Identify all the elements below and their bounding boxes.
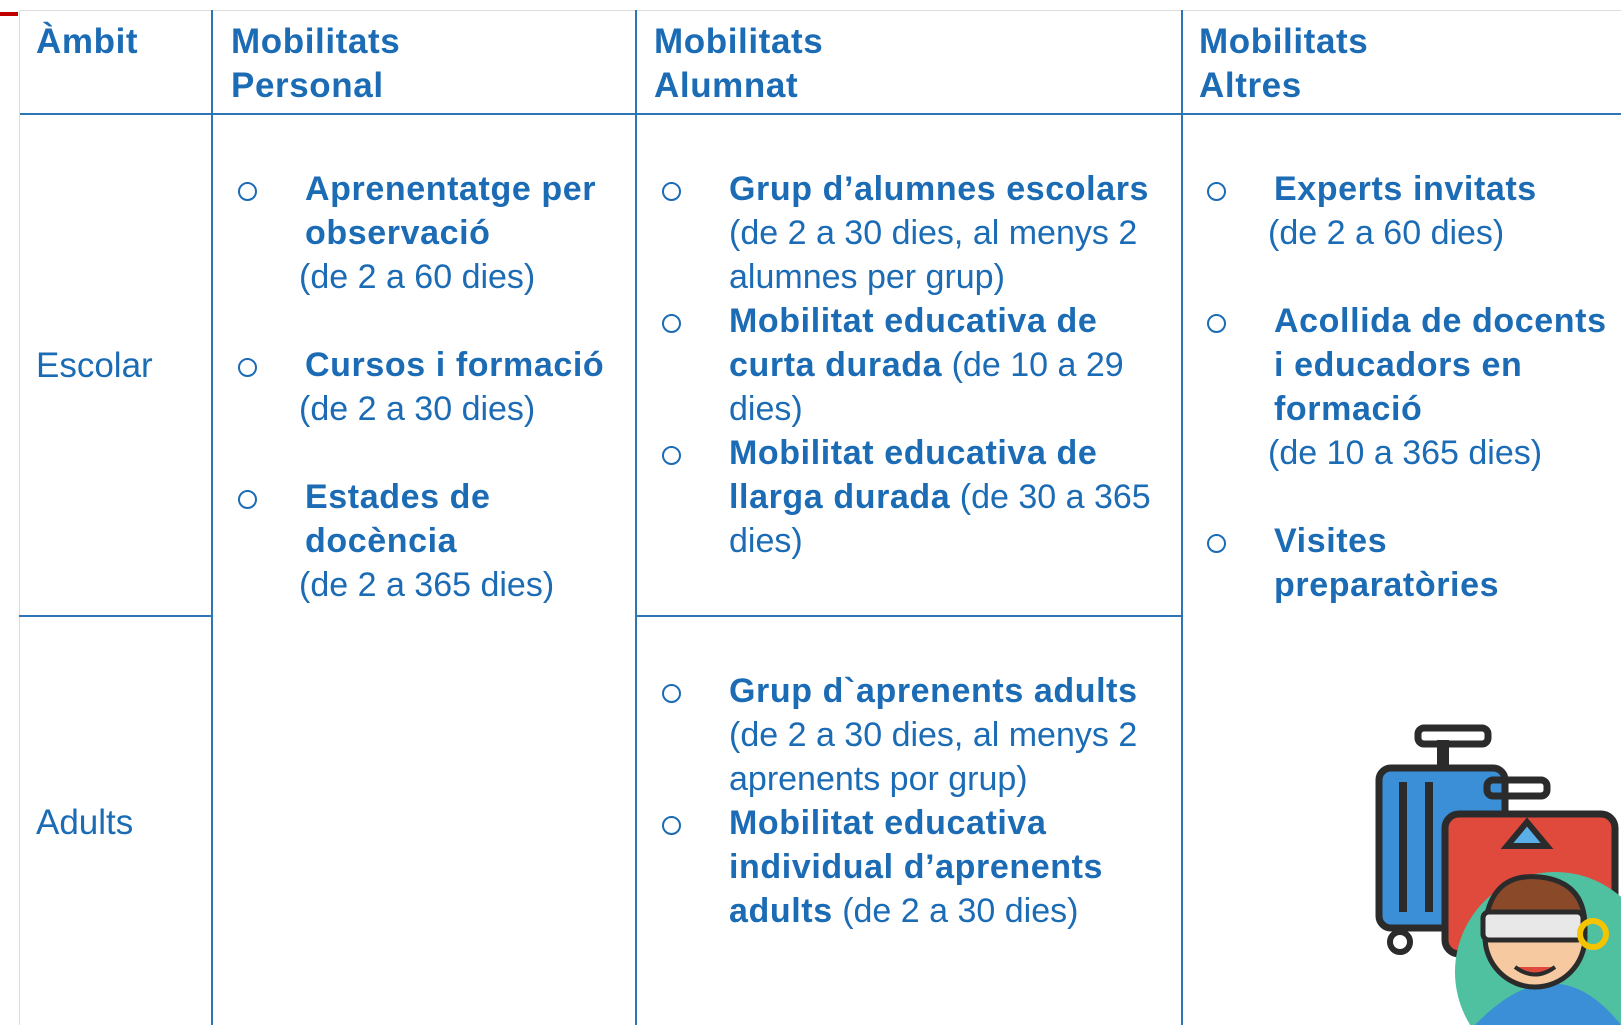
list-item: Mobilitat educativa de llarga durada (de… — [656, 431, 1166, 563]
header-border — [19, 113, 1621, 115]
header-text: Altres — [1199, 66, 1302, 105]
row-line — [636, 615, 1182, 617]
header-cell: Mobilitats Altres — [1199, 20, 1368, 108]
item-title: Mobilitat educativa de llarga durada — [729, 434, 1098, 516]
item-detail: (de 2 a 365 dies) — [299, 566, 555, 604]
col-line — [635, 10, 637, 1025]
item-title: Visites preparatòries — [1274, 522, 1500, 604]
list-item: Cursos i formació (de 2 a 30 dies) — [232, 343, 622, 431]
header-text: Àmbit — [36, 22, 139, 61]
item-title: Acollida de docents i educadors en forma… — [1274, 302, 1607, 428]
item-detail: (de 10 a 29 dies) — [729, 346, 1124, 428]
item-title: Grup d’alumnes escolars — [729, 170, 1150, 208]
col-line — [211, 10, 213, 1025]
header-cell: Àmbit — [36, 20, 138, 64]
row-label: Adults — [36, 803, 134, 842]
row-label: Escolar — [36, 346, 153, 385]
travel-icon — [1375, 724, 1621, 1025]
list: Aprenentatge per observació (de 2 a 60 d… — [232, 167, 622, 651]
list-item: Estades de docència (de 2 a 365 dies) — [232, 475, 622, 607]
left-border — [19, 10, 20, 1025]
item-detail: (de 30 a 365 dies) — [729, 478, 1151, 560]
header-cell: Mobilitats Personal — [231, 20, 400, 108]
header-text: Alumnat — [654, 66, 799, 105]
list: Experts invitats (de 2 a 60 dies) Acollid… — [1201, 167, 1616, 651]
list-item: Mobilitat educativa de curta durada (de … — [656, 299, 1166, 431]
list-item: Acollida de docents i educadors en forma… — [1201, 299, 1616, 475]
list-item: Aprenentatge per observació (de 2 a 60 d… — [232, 167, 622, 299]
item-title: Experts invitats — [1274, 170, 1537, 208]
header-text: Mobilitats — [654, 22, 824, 61]
item-title: Aprenentatge per observació — [305, 170, 597, 252]
list-item: Grup d’alumnes escolars (de 2 a 30 dies,… — [656, 167, 1166, 299]
item-title: Grup d`aprenents adults — [729, 672, 1138, 710]
list-item: Mobilitat educativa individual d’aprenen… — [656, 801, 1166, 933]
item-detail: (de 2 a 30 dies, al menys 2 alumnes per … — [729, 214, 1138, 296]
list: Grup d`aprenents adults (de 2 a 30 dies,… — [656, 669, 1166, 933]
list-item: Experts invitats (de 2 a 60 dies) — [1201, 167, 1616, 255]
header-text: Mobilitats — [1199, 22, 1369, 61]
marker — [0, 12, 18, 16]
row-line — [19, 615, 212, 617]
top-border — [19, 10, 1621, 11]
item-title: Cursos i formació — [305, 346, 605, 384]
item-title: Mobilitat educativa de curta durada — [729, 302, 1098, 384]
header-text: Mobilitats — [231, 22, 401, 61]
list-item: Visites preparatòries — [1201, 519, 1616, 607]
item-title: Mobilitat educativa individual d’aprenen… — [729, 804, 1104, 930]
header-cell: Mobilitats Alumnat — [654, 20, 823, 108]
item-detail: (de 2 a 60 dies) — [299, 258, 536, 296]
item-detail: (de 2 a 30 dies) — [299, 390, 536, 428]
list-item: Grup d`aprenents adults (de 2 a 30 dies,… — [656, 669, 1166, 801]
header-text: Personal — [231, 66, 384, 105]
item-detail: (de 10 a 365 dies) — [1268, 434, 1543, 472]
item-title: Estades de docència — [305, 478, 491, 560]
item-detail: (de 2 a 60 dies) — [1268, 214, 1505, 252]
item-detail: (de 2 a 30 dies, al menys 2 aprenents po… — [729, 716, 1138, 798]
col-line — [1181, 10, 1183, 1025]
item-detail: (de 2 a 30 dies) — [842, 892, 1079, 930]
list: Grup d’alumnes escolars (de 2 a 30 dies,… — [656, 167, 1166, 563]
